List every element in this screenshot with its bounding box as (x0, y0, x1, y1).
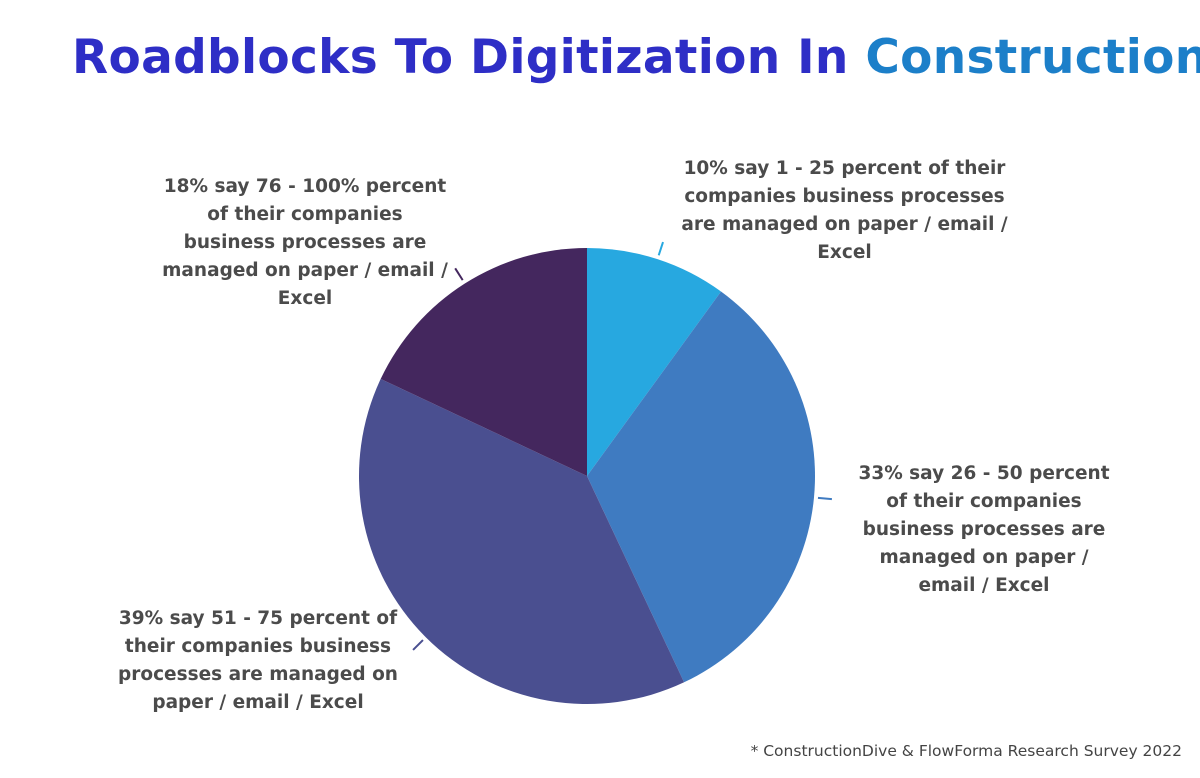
source-note: * ConstructionDive & FlowForma Research … (750, 742, 1182, 760)
pie-slice-2 (587, 291, 815, 683)
pie-slice-3 (358, 378, 685, 704)
slice-annotation-2: 33% say 26 - 50 percent of their compani… (858, 463, 1110, 596)
leader-line-3 (412, 639, 424, 651)
leader-line-1 (657, 241, 664, 256)
slice-annotation-3: 39% say 51 - 75 percent of their compani… (118, 608, 398, 713)
leader-line-4 (454, 267, 464, 281)
pie-slice-4 (380, 248, 587, 476)
slice-annotation-4: 18% say 76 - 100% percent of their compa… (162, 176, 448, 309)
leader-line-2 (817, 496, 833, 501)
slice-annotation-1: 10% say 1 - 25 percent of their companie… (681, 158, 1008, 263)
chart-title: Roadblocks To Digitization In Constructi… (72, 30, 1200, 85)
title-accent: Construction (865, 30, 1200, 85)
title-main: Roadblocks To Digitization In (72, 30, 849, 85)
pie-slice-1 (587, 248, 722, 476)
